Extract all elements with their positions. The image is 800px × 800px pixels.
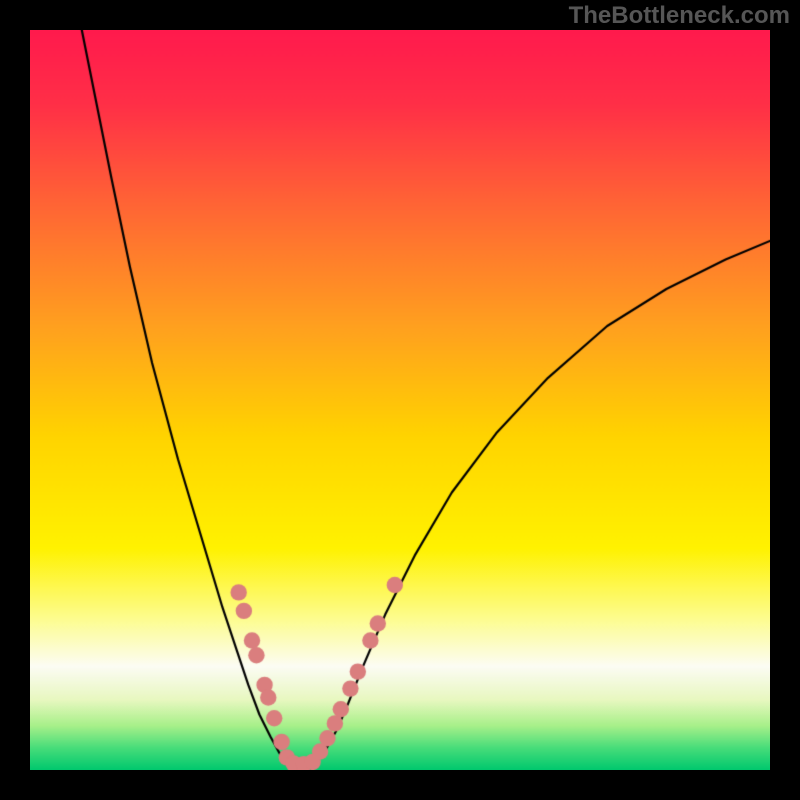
- chart-stage: TheBottleneck.com: [0, 0, 800, 800]
- plot-area: [30, 30, 770, 770]
- chart-canvas: [30, 30, 770, 770]
- watermark-label: TheBottleneck.com: [569, 2, 790, 30]
